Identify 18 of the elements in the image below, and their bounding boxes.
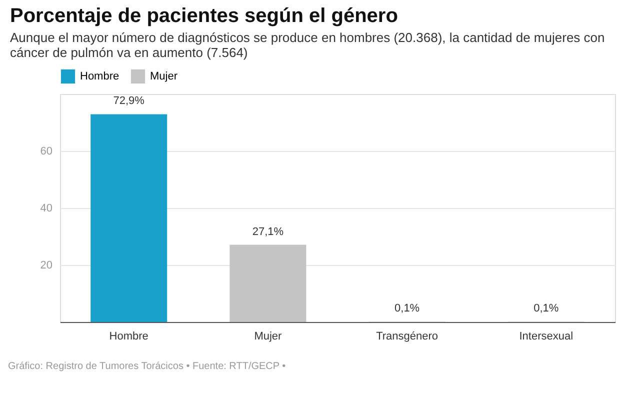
data-label: 72,9%: [113, 95, 145, 108]
legend-label: Hombre: [80, 70, 120, 82]
text: Gráfico: Registro de Tumores Torácicos • Fuente: RTT/GECP •: [8, 361, 286, 372]
x-tick-label: Intersexual: [519, 330, 574, 342]
chart-title: Porcentaje de pacientes según el género: [10, 5, 398, 27]
bar: [230, 244, 306, 322]
legend-label: Mujer: [150, 70, 178, 82]
y-tick-label: 60: [40, 146, 52, 158]
data-label: 27,1%: [252, 226, 284, 238]
data-label: 0,1%: [534, 302, 559, 315]
chart-subtitle: Aunque el mayor número de diagnósticos se produce en hombres (20.368), la cantidad de mujeres con cáncer de pulmón va en aumento (7.564): [10, 30, 605, 60]
y-tick-label: 20: [40, 260, 52, 272]
data-label: 0,1%: [394, 302, 420, 315]
x-tick-label: Transgénero: [376, 330, 438, 342]
x-tick-label: Hombre: [109, 330, 148, 342]
bar: [90, 114, 168, 322]
x-tick-label: Mujer: [254, 330, 282, 342]
y-tick-label: 40: [40, 202, 52, 214]
